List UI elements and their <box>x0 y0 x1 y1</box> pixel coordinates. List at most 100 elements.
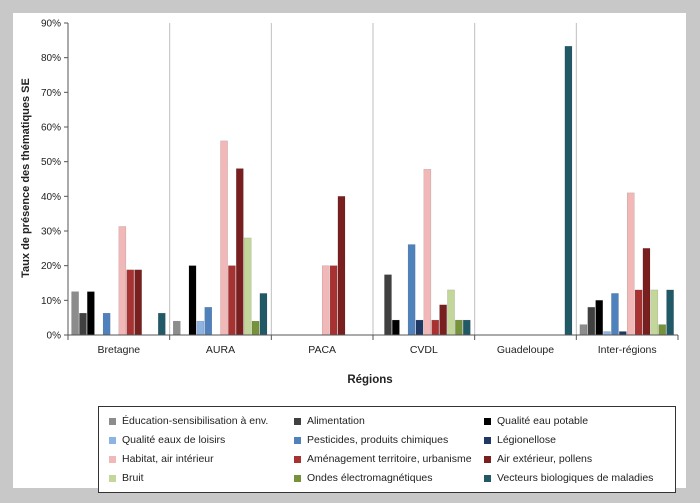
bar <box>228 265 236 336</box>
legend-label: Qualité eau potable <box>497 415 589 427</box>
bar <box>634 289 643 336</box>
y-axis-label: Taux de présence des thématiques SE <box>20 78 32 278</box>
legend-swatch <box>294 436 301 444</box>
bar <box>431 319 439 336</box>
bar <box>102 312 111 336</box>
bar <box>126 269 134 336</box>
legend-swatch <box>294 455 301 463</box>
bar <box>188 265 197 336</box>
legend-label: Air extérieur, pollens <box>497 453 593 465</box>
legend-item: Légionellose <box>484 432 556 448</box>
bar <box>595 300 603 336</box>
legend-item: Vecteurs biologiques de maladies <box>484 470 653 486</box>
bar <box>658 324 666 336</box>
y-tick-label: 20% <box>41 261 61 272</box>
bar <box>626 192 635 336</box>
bar <box>650 289 659 336</box>
bar <box>173 320 181 336</box>
legend-label: Bruit <box>122 472 144 484</box>
bar <box>439 304 447 336</box>
bar <box>71 291 79 336</box>
bar <box>243 237 252 336</box>
legend-swatch <box>109 474 116 482</box>
chart-panel: 0% 10% 20% 30% 40% 50% 60% 70% 80% 90% Bretagne AUR… <box>13 13 686 493</box>
bar <box>87 291 95 336</box>
legend-item: Qualité eaux de loisirs <box>109 432 225 448</box>
legend-item: Pesticides, produits chimiques <box>294 432 448 448</box>
legend-item: Habitat, air intérieur <box>109 451 214 467</box>
legend-label: Qualité eaux de loisirs <box>122 434 226 446</box>
x-tick-label: Bretagne <box>98 344 141 356</box>
bar <box>455 319 463 336</box>
legend-label: Pesticides, produits chimiques <box>307 434 449 446</box>
bar <box>611 293 619 336</box>
legend-label: Vecteurs biologiques de maladies <box>497 472 654 484</box>
legend-swatch <box>484 455 491 463</box>
legend-item: Qualité eau potable <box>484 413 588 429</box>
bar <box>579 324 588 336</box>
legend-item: Alimentation <box>294 413 365 429</box>
bar <box>423 169 432 336</box>
y-tick-label: 0% <box>47 331 62 342</box>
legend-item: Air extérieur, pollens <box>484 451 592 467</box>
x-tick-label: AURA <box>206 344 235 356</box>
bar <box>564 46 573 336</box>
bar-chart: 0% 10% 20% 30% 40% 50% 60% 70% 80% 90% Bretagne AUR… <box>20 19 679 386</box>
legend-item: Bruit <box>109 470 144 486</box>
x-tick-label: Inter-régions <box>598 344 657 356</box>
bar <box>642 248 651 336</box>
bar <box>251 320 260 336</box>
bar <box>666 289 674 336</box>
bar <box>79 312 87 336</box>
bar <box>463 319 471 336</box>
legend-swatch <box>294 474 301 482</box>
y-tick-label: 60% <box>41 123 61 134</box>
x-axis-label: Régions <box>347 374 392 386</box>
legend-label: Éducation-sensibilisation à env. <box>122 415 269 427</box>
legend-swatch <box>484 417 491 425</box>
bar <box>407 244 416 336</box>
legend-swatch <box>109 417 116 425</box>
bar <box>259 293 268 336</box>
y-tick-label: 70% <box>41 88 61 99</box>
bar <box>384 274 392 336</box>
y-tick-label: 30% <box>41 227 61 238</box>
bar <box>619 331 627 336</box>
bar <box>447 289 455 336</box>
legend-label: Légionellose <box>497 434 556 446</box>
bar <box>204 307 213 336</box>
x-tick-label: PACA <box>308 344 336 356</box>
bar <box>118 226 127 336</box>
legend-swatch <box>109 436 116 444</box>
y-tick-label: 80% <box>41 53 61 64</box>
legend-label: Aménagement territoire, urbanisme <box>307 453 472 465</box>
bar <box>220 140 228 336</box>
x-tick-label: Guadeloupe <box>497 344 554 356</box>
bar <box>337 196 346 336</box>
bar <box>392 319 400 336</box>
legend-item: Éducation-sensibilisation à env. <box>109 413 268 429</box>
legend-label: Alimentation <box>307 415 365 427</box>
bar <box>236 168 244 336</box>
bar <box>603 331 611 336</box>
bar <box>329 265 338 336</box>
legend-item: Ondes électromagnétiques <box>294 470 433 486</box>
legend-swatch <box>109 455 116 463</box>
y-tick-label: 50% <box>41 157 61 168</box>
legend-label: Ondes électromagnétiques <box>307 472 433 484</box>
bar <box>415 319 424 336</box>
legend-swatch <box>294 417 301 425</box>
legend-swatch <box>484 436 491 444</box>
legend-swatch <box>484 474 491 482</box>
bar <box>158 312 166 336</box>
y-tick-label: 90% <box>41 19 61 30</box>
legend-label: Habitat, air intérieur <box>122 453 214 465</box>
x-tick-label: CVDL <box>410 344 438 356</box>
y-tick-label: 10% <box>41 296 61 307</box>
bar <box>134 269 142 336</box>
bar <box>321 265 330 336</box>
bar <box>196 320 205 336</box>
chart-legend: Éducation-sensibilisation à env. Alimenta… <box>98 406 676 493</box>
bar <box>587 307 596 336</box>
